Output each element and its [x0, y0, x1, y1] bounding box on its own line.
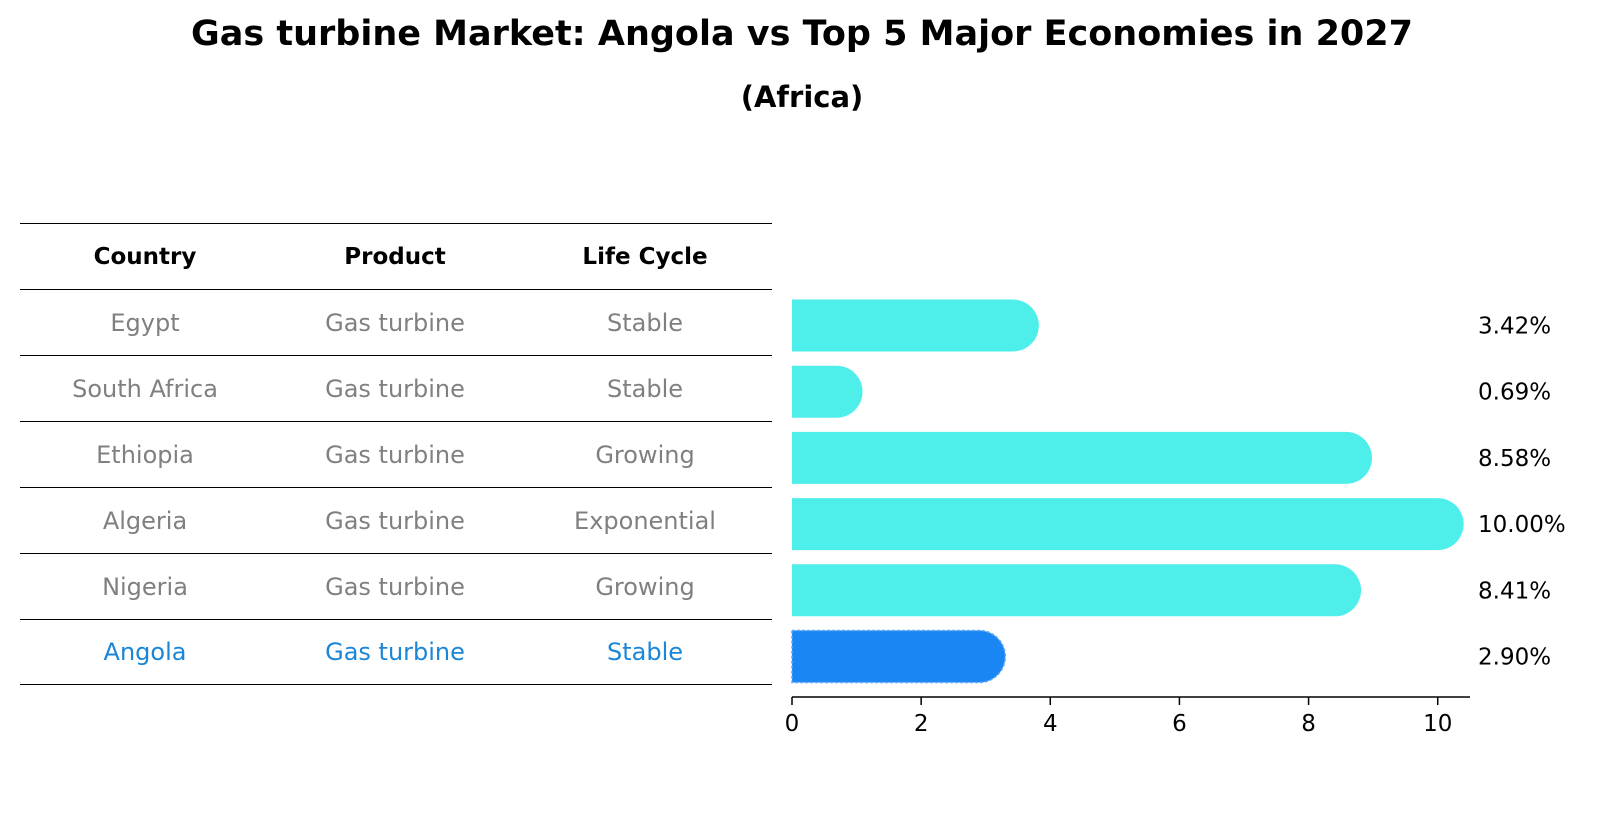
table-row-highlighted: Angola Gas turbine Stable — [20, 619, 772, 685]
bar-egypt — [792, 299, 1039, 352]
life-cycle-cell: Stable — [606, 374, 684, 403]
x-tick-label: 2 — [914, 711, 929, 737]
x-tick-label: 10 — [1423, 711, 1452, 737]
product-cell: Gas turbine — [325, 374, 465, 403]
bar-value-label: 8.41% — [1478, 578, 1551, 604]
bar-value-label: 3.42% — [1478, 314, 1551, 340]
table-row: Egypt Gas turbine Stable — [20, 289, 772, 355]
country-cell: Nigeria — [102, 572, 188, 601]
x-tick-label: 6 — [1172, 711, 1187, 737]
product-cell: Gas turbine — [325, 572, 465, 601]
product-cell: Gas turbine — [325, 638, 465, 666]
bar-value-label: 10.00% — [1478, 512, 1566, 538]
table-row: Nigeria Gas turbine Growing — [20, 553, 772, 619]
bar-value-label: 0.69% — [1478, 380, 1551, 406]
life-cycle-cell: Growing — [595, 572, 695, 601]
x-tick-label: 8 — [1301, 711, 1316, 737]
life-cycle-cell: Stable — [606, 308, 684, 337]
product-cell: Gas turbine — [325, 308, 465, 337]
x-tick-label: 0 — [785, 711, 800, 737]
life-cycle-cell: Exponential — [574, 506, 716, 535]
bar-angola — [791, 629, 1007, 684]
country-cell: South Africa — [72, 374, 218, 403]
bar-nigeria — [792, 564, 1362, 617]
bar-south-africa — [792, 365, 863, 418]
bar-algeria — [792, 498, 1464, 551]
product-cell: Gas turbine — [325, 440, 465, 469]
country-cell: Egypt — [110, 308, 180, 337]
header-product: Product — [344, 243, 446, 270]
x-tick-label: 4 — [1043, 711, 1058, 737]
bar-ethiopia — [792, 431, 1373, 484]
chart-title: Gas turbine Market: Angola vs Top 5 Majo… — [191, 14, 1413, 54]
country-cell: Algeria — [102, 506, 188, 535]
life-cycle-cell: Growing — [595, 440, 695, 469]
country-cell: Angola — [103, 638, 187, 666]
bar-value-label: 8.58% — [1478, 446, 1551, 472]
table-row: Ethiopia Gas turbine Growing — [20, 421, 772, 487]
chart-subtitle: (Africa) — [740, 80, 864, 114]
life-cycle-cell: Stable — [606, 638, 684, 666]
table-row: Algeria Gas turbine Exponential — [20, 487, 772, 553]
table-header-row: Country Product Life Cycle — [20, 223, 772, 289]
table-row: South Africa Gas turbine Stable — [20, 355, 772, 421]
bar-value-label: 2.90% — [1478, 645, 1551, 671]
header-country: Country — [93, 243, 197, 270]
header-life-cycle: Life Cycle — [582, 243, 708, 270]
data-table: Country Product Life Cycle Egypt Gas tur… — [20, 223, 772, 685]
country-cell: Ethiopia — [96, 440, 194, 469]
product-cell: Gas turbine — [325, 506, 465, 535]
